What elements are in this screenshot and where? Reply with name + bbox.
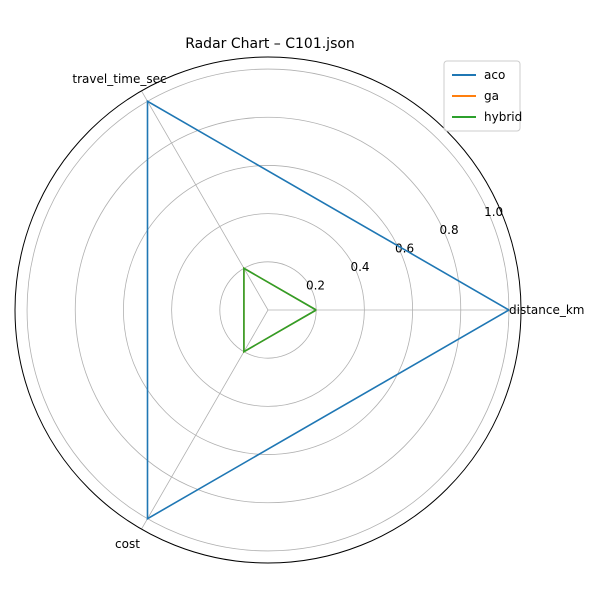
legend-label-aco: aco — [484, 68, 505, 82]
tick-label-4: 1.0 — [484, 205, 503, 219]
legend-box — [443, 60, 521, 132]
chart-title: Radar Chart – C101.json — [185, 36, 355, 52]
grid-layer — [14, 56, 522, 564]
legend-label-hybrid: hybrid — [484, 110, 522, 124]
axis-labels: distance_km travel_time_sec cost — [72, 72, 584, 551]
legend: aco ga hybrid — [443, 60, 522, 132]
polar-frame — [14, 56, 522, 564]
axis-label-distance: distance_km — [509, 303, 585, 317]
tick-label-1: 0.4 — [350, 260, 369, 274]
grid-spoke-2 — [141, 309, 269, 530]
tick-labels: 0.2 0.4 0.6 0.8 1.0 — [306, 205, 503, 293]
series-line-hybrid — [243, 266, 317, 354]
series-layer — [146, 99, 510, 521]
grid-spoke-1 — [141, 90, 269, 311]
axis-label-cost: cost — [115, 537, 140, 551]
tick-label-0: 0.2 — [306, 279, 325, 293]
series-line-aco — [146, 99, 510, 521]
legend-label-ga: ga — [484, 89, 499, 103]
axis-label-travel-time: travel_time_sec — [72, 72, 166, 86]
tick-label-3: 0.8 — [440, 223, 459, 237]
